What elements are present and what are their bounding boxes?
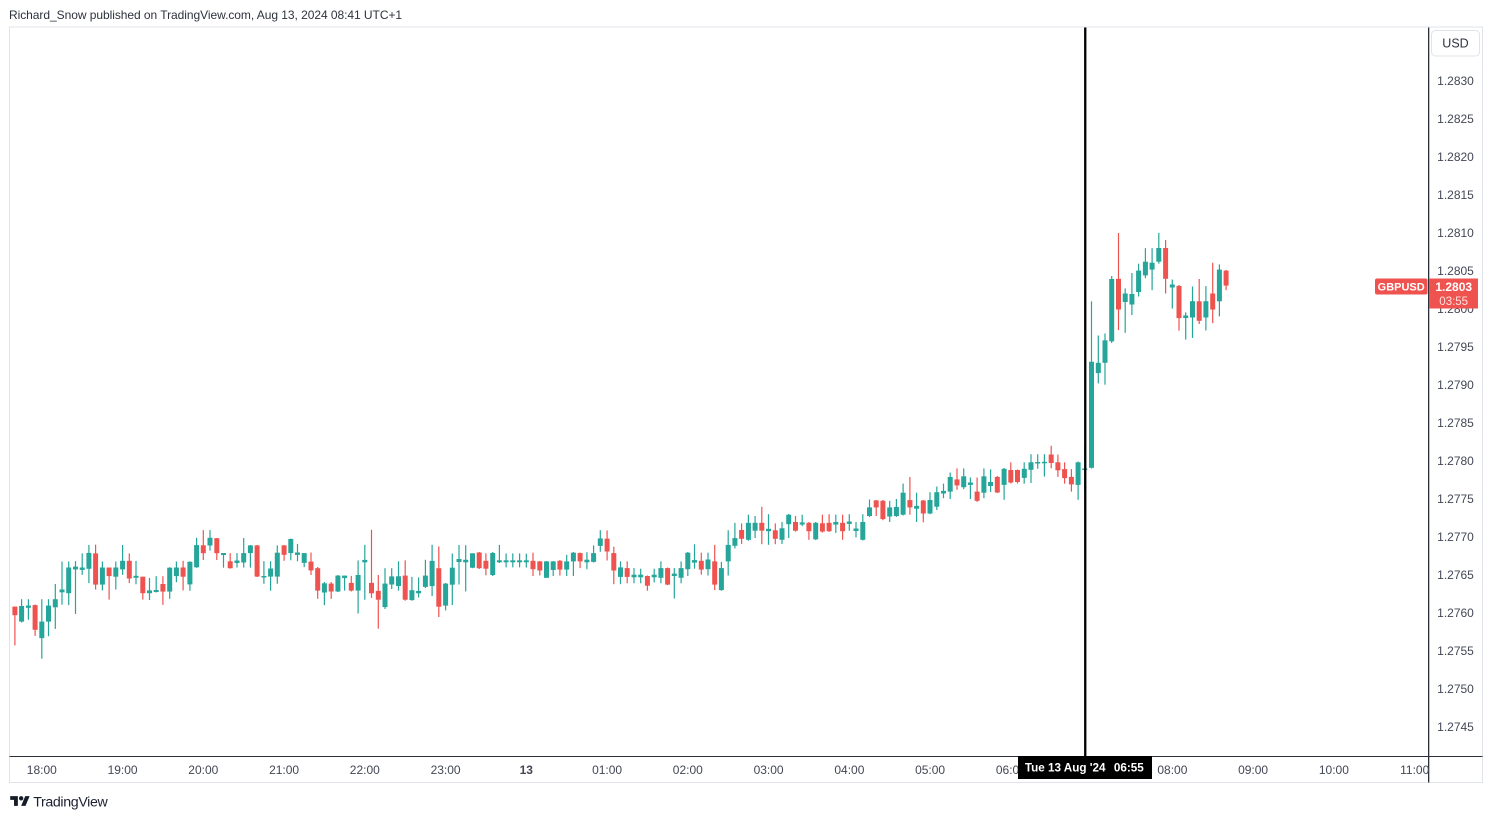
svg-text:20:00: 20:00 (188, 763, 218, 777)
svg-text:04:00: 04:00 (834, 763, 864, 777)
svg-text:1.2795: 1.2795 (1437, 340, 1474, 354)
svg-text:11:00: 11:00 (1400, 763, 1429, 777)
svg-text:1.2820: 1.2820 (1437, 150, 1474, 164)
svg-text:19:00: 19:00 (108, 763, 138, 777)
svg-text:1.2775: 1.2775 (1437, 492, 1474, 506)
svg-text:03:55: 03:55 (1439, 296, 1468, 308)
svg-text:1.2780: 1.2780 (1437, 454, 1474, 468)
svg-text:1.2765: 1.2765 (1437, 568, 1474, 582)
svg-text:03:00: 03:00 (754, 763, 784, 777)
svg-text:GBPUSD: GBPUSD (1378, 282, 1425, 294)
svg-text:1.2815: 1.2815 (1437, 188, 1474, 202)
svg-text:1.2760: 1.2760 (1437, 606, 1474, 620)
svg-text:Richard_Snow published on Trad: Richard_Snow published on TradingView.co… (9, 8, 402, 22)
svg-text:1.2790: 1.2790 (1437, 378, 1474, 392)
svg-text:22:00: 22:00 (350, 763, 380, 777)
svg-text:08:00: 08:00 (1157, 763, 1187, 777)
svg-text:18:00: 18:00 (27, 763, 57, 777)
svg-text:13: 13 (520, 763, 534, 777)
svg-text:USD: USD (1442, 37, 1468, 51)
svg-text:1.2805: 1.2805 (1437, 264, 1474, 278)
svg-text:23:00: 23:00 (431, 763, 461, 777)
svg-text:TradingView: TradingView (33, 795, 108, 811)
svg-text:05:00: 05:00 (915, 763, 945, 777)
svg-text:06:55: 06:55 (1114, 761, 1144, 774)
svg-text:1.2770: 1.2770 (1437, 530, 1474, 544)
svg-text:1.2745: 1.2745 (1437, 720, 1474, 734)
svg-text:02:00: 02:00 (673, 763, 703, 777)
svg-text:1.2755: 1.2755 (1437, 644, 1474, 658)
svg-text:09:00: 09:00 (1238, 763, 1268, 777)
svg-text:10:00: 10:00 (1319, 763, 1349, 777)
svg-text:21:00: 21:00 (269, 763, 299, 777)
svg-text:1.2810: 1.2810 (1437, 226, 1474, 240)
svg-text:1.2785: 1.2785 (1437, 416, 1474, 430)
svg-text:1.2825: 1.2825 (1437, 112, 1474, 126)
svg-text:Tue 13 Aug '24: Tue 13 Aug '24 (1025, 761, 1106, 774)
svg-text:1.2830: 1.2830 (1437, 74, 1474, 88)
svg-text:01:00: 01:00 (592, 763, 622, 777)
svg-text:1.2750: 1.2750 (1437, 682, 1474, 696)
svg-text:1.2803: 1.2803 (1435, 280, 1472, 294)
